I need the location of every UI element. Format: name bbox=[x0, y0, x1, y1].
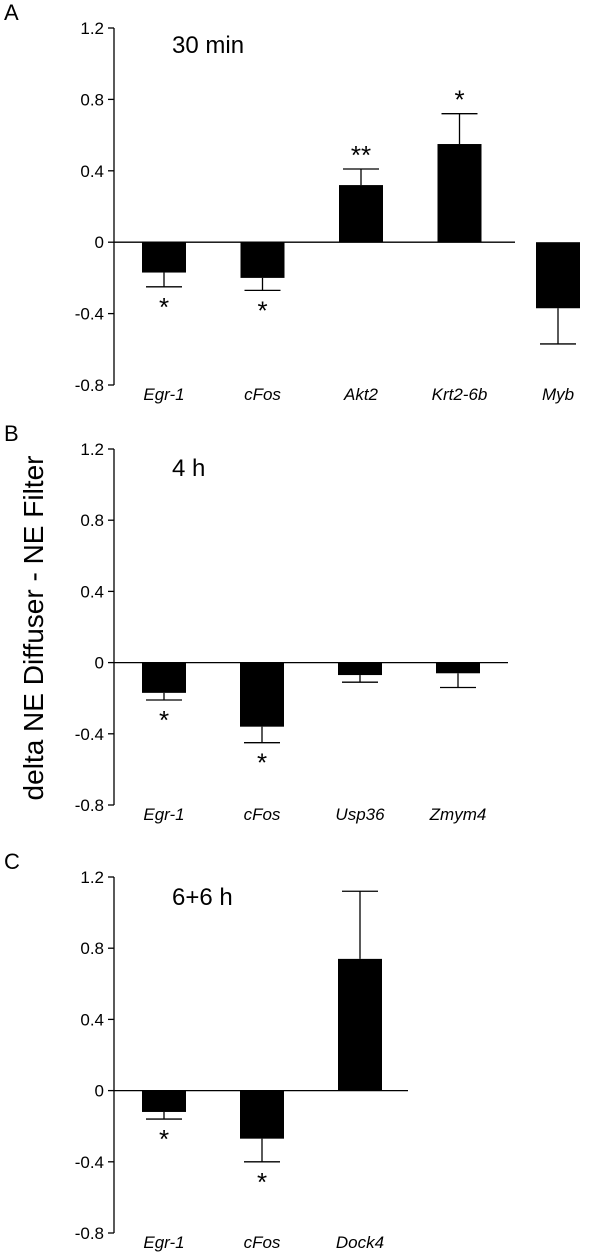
category-label: Egr-1 bbox=[143, 385, 184, 404]
category-label: cFos bbox=[244, 1233, 281, 1252]
bar-Krt2-6b bbox=[437, 144, 482, 243]
significance-marker: * bbox=[257, 748, 267, 778]
category-label: Egr-1 bbox=[143, 1233, 184, 1252]
bar-Egr-1 bbox=[142, 1090, 186, 1112]
bar-Zmym4 bbox=[436, 662, 480, 674]
y-tick-label: 1.2 bbox=[80, 868, 104, 887]
significance-marker: * bbox=[159, 292, 169, 322]
y-tick-label: 0.8 bbox=[80, 511, 104, 530]
bar-Dock4 bbox=[338, 958, 382, 1091]
category-label: Dock4 bbox=[336, 1233, 384, 1252]
category-label: Krt2-6b bbox=[432, 385, 488, 404]
y-tick-label: 0.8 bbox=[80, 90, 104, 109]
y-tick-label: -0.4 bbox=[75, 1153, 104, 1172]
panel-title: 30 min bbox=[172, 32, 244, 59]
y-tick-label: -0.8 bbox=[75, 376, 104, 395]
category-label: cFos bbox=[244, 805, 281, 824]
y-tick-label: -0.4 bbox=[75, 725, 104, 744]
panel-letter: B bbox=[4, 421, 19, 446]
panel-letter: A bbox=[4, 0, 19, 25]
significance-marker: * bbox=[159, 705, 169, 735]
bar-cFos bbox=[240, 662, 284, 727]
category-label: Usp36 bbox=[335, 805, 385, 824]
bar-Usp36 bbox=[338, 662, 382, 676]
y-axis-label: delta NE Diffuser - NE Filter bbox=[18, 456, 49, 801]
category-label: Myb bbox=[542, 385, 574, 404]
significance-marker: ** bbox=[351, 140, 371, 170]
significance-marker: * bbox=[257, 295, 267, 325]
y-tick-label: 0.4 bbox=[80, 582, 104, 601]
y-tick-label: 0.4 bbox=[80, 1010, 104, 1029]
panel-title: 6+6 h bbox=[172, 884, 233, 911]
y-tick-label: 0.8 bbox=[80, 939, 104, 958]
y-tick-label: 0 bbox=[95, 654, 104, 673]
bar-Myb bbox=[536, 242, 580, 309]
bar-Egr-1 bbox=[142, 662, 186, 693]
panel-letter: C bbox=[4, 849, 20, 874]
y-tick-label: 1.2 bbox=[80, 440, 104, 459]
bar-Akt2 bbox=[339, 185, 383, 243]
bar-Egr-1 bbox=[142, 242, 186, 273]
category-label: Zmym4 bbox=[429, 805, 487, 824]
bar-cFos bbox=[240, 242, 285, 278]
significance-marker: * bbox=[454, 85, 464, 115]
y-tick-label: 0 bbox=[95, 1082, 104, 1101]
significance-marker: * bbox=[257, 1167, 267, 1197]
y-tick-label: 0.4 bbox=[80, 162, 104, 181]
y-tick-label: 1.2 bbox=[80, 19, 104, 38]
y-tick-label: 0 bbox=[95, 233, 104, 252]
category-label: Akt2 bbox=[343, 385, 379, 404]
category-label: Egr-1 bbox=[143, 805, 184, 824]
significance-marker: * bbox=[159, 1124, 169, 1154]
category-label: cFos bbox=[244, 385, 281, 404]
bar-cFos bbox=[240, 1090, 284, 1139]
y-tick-label: -0.8 bbox=[75, 796, 104, 815]
y-tick-label: -0.8 bbox=[75, 1224, 104, 1243]
y-tick-label: -0.4 bbox=[75, 305, 104, 324]
panel-title: 4 h bbox=[172, 455, 205, 482]
